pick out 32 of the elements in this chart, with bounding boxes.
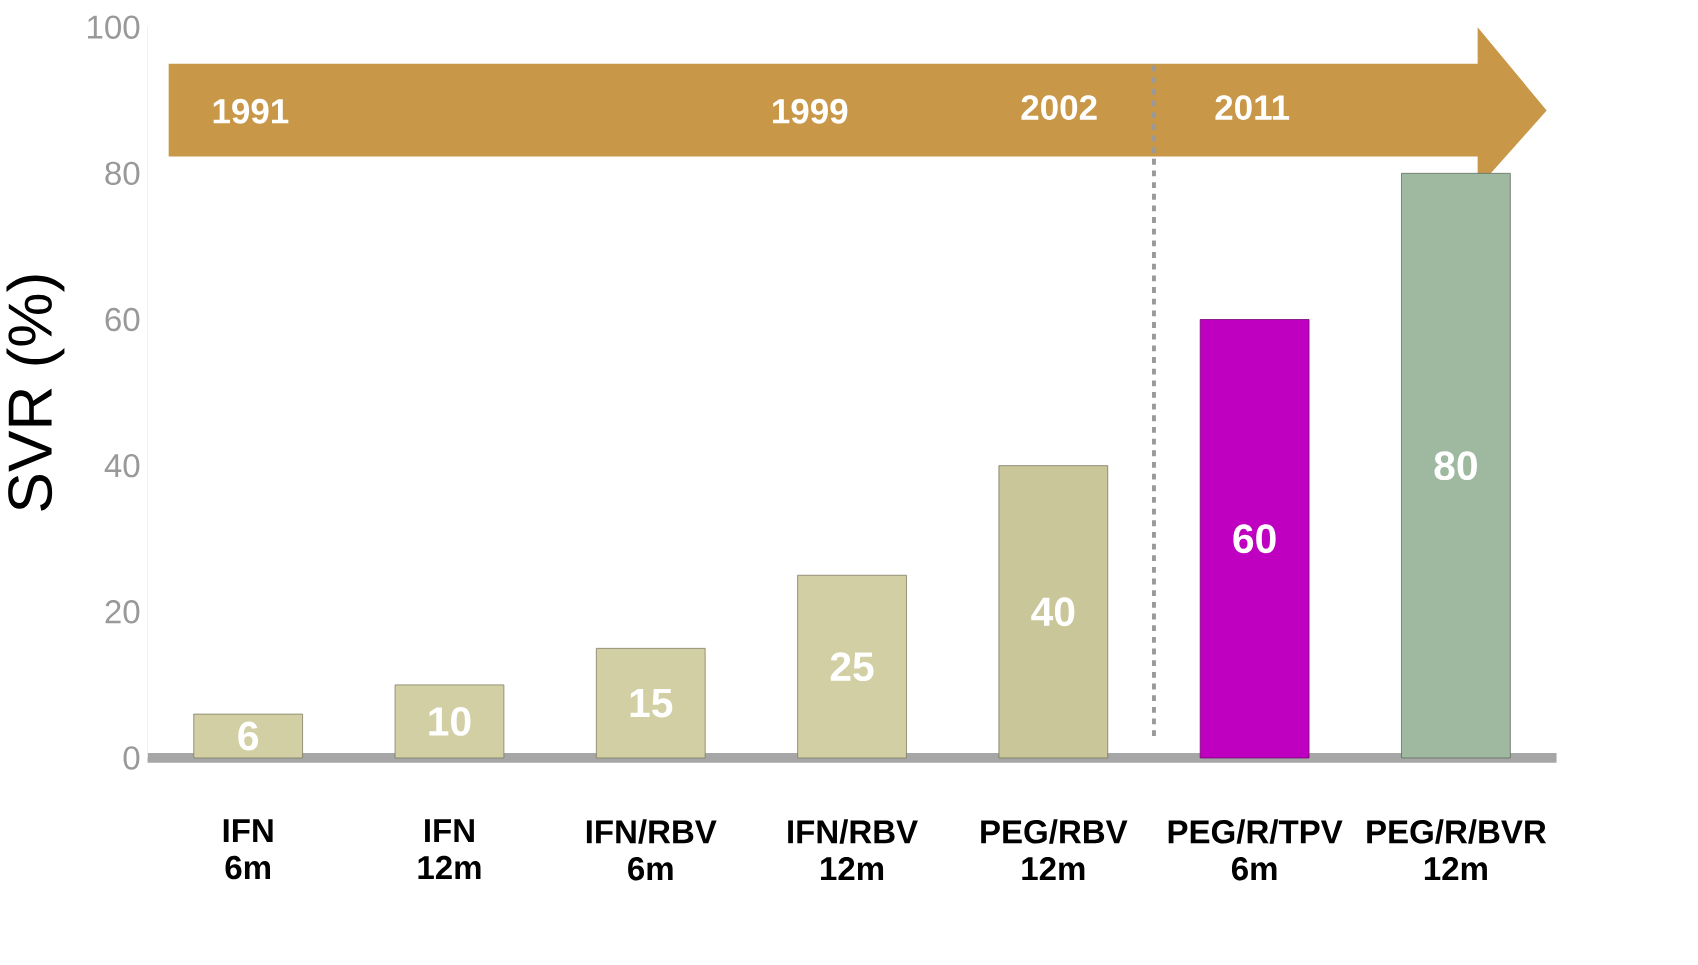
- x-tick-label: PEG/R/BVR 12m: [1367, 819, 1547, 881]
- x-tick-label: PEG/R/TPV 6m: [1168, 819, 1343, 881]
- y-tick-label: 80: [105, 161, 140, 186]
- bar: [193, 713, 303, 759]
- y-tick-label: 20: [105, 600, 140, 624]
- bar: [394, 684, 505, 759]
- data-label: 80: [1434, 451, 1477, 481]
- bar: [1401, 173, 1511, 759]
- annotation: 1991: [213, 98, 289, 124]
- data-label: 40: [1031, 597, 1075, 627]
- y-tick-label: 40: [104, 453, 140, 478]
- y-axis-title: SVR (%): [6, 275, 65, 511]
- data-label: 60: [1233, 524, 1276, 554]
- data-label: 15: [630, 688, 673, 718]
- bar: [998, 465, 1109, 759]
- y-tick-label: 0: [123, 746, 140, 770]
- data-label: 6: [238, 721, 259, 751]
- x-tick-label: IFN/RBV 12m: [788, 819, 918, 881]
- x-tick-label: IFN/RBV 6m: [586, 819, 717, 881]
- bar: [595, 647, 706, 759]
- annotation: 1999: [773, 98, 848, 124]
- annotation: 2002: [1021, 95, 1097, 120]
- x-tick-label: IFN 6m: [223, 819, 273, 880]
- bar: [797, 574, 907, 759]
- y-tick-label: 100: [88, 15, 140, 39]
- bar: [1199, 319, 1310, 759]
- data-label: 10: [429, 707, 471, 736]
- x-tick-label: PEG/RBV 12m: [981, 819, 1128, 881]
- x-tick-label: IFN 12m: [418, 819, 481, 879]
- data-label: 25: [830, 652, 874, 682]
- annotation: 2011: [1215, 95, 1290, 120]
- y-tick-label: 60: [105, 307, 140, 332]
